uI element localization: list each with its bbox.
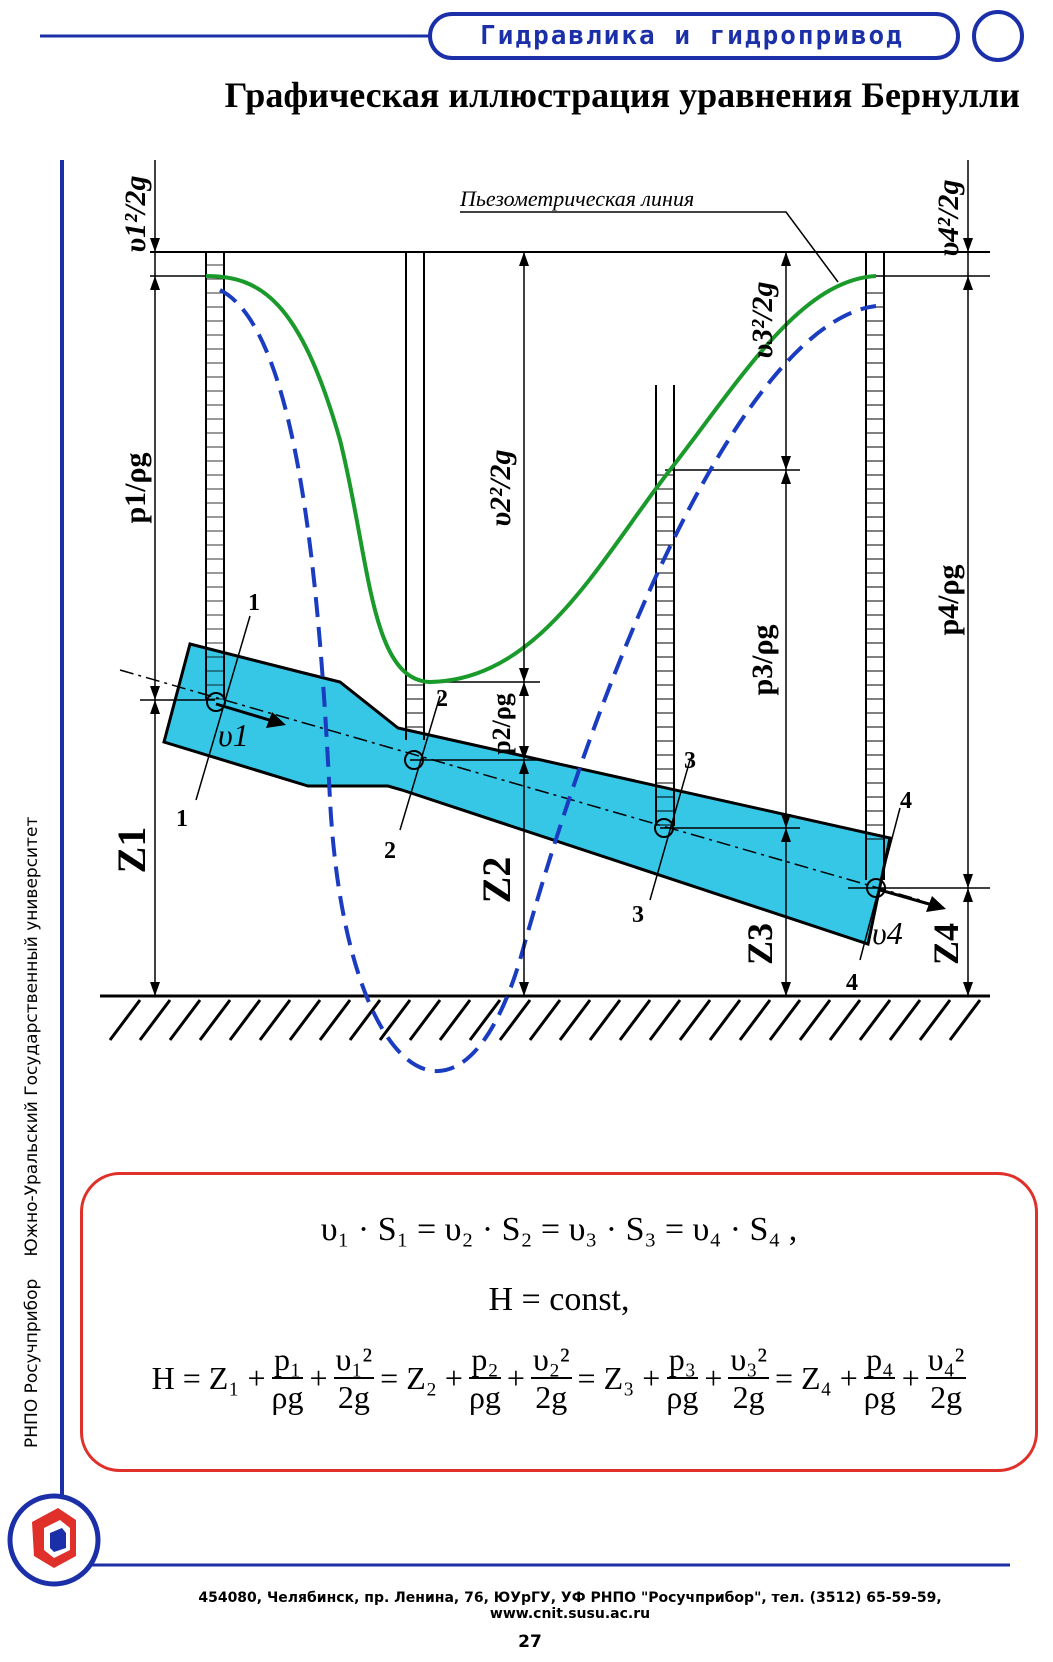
frac-v4: υ₄² 2g	[925, 1341, 967, 1415]
piezometric-line-label: Пьезометрическая линия	[459, 186, 694, 211]
section-point-3	[654, 818, 674, 838]
section-cut-1	[195, 615, 251, 801]
bern-eq2: = Z₂ +	[380, 1359, 463, 1396]
dashed-curve	[219, 288, 877, 1074]
page-number: 27	[518, 1632, 542, 1652]
piezometer-tube-1	[205, 252, 225, 702]
velocity-head-2: υ2²/2g	[484, 449, 517, 526]
section-cut-3	[649, 759, 691, 901]
height-label-1: Z1	[109, 827, 154, 874]
pipe-axis	[119, 669, 921, 901]
frac-v3: υ₃² 2g	[728, 1341, 769, 1415]
pressure-head-3: p3/ρg	[746, 624, 779, 695]
pressure-head-4: p4/ρg	[932, 564, 965, 635]
section-label-1-bottom: 1	[176, 806, 188, 832]
height-label-3: Z3	[740, 923, 780, 965]
header-circle	[972, 10, 1024, 62]
height-label-4: Z4	[926, 923, 966, 965]
piezometer-tube-2	[405, 252, 425, 740]
dimension-arrows	[150, 238, 973, 996]
equations-box: υ₁ · S₁ = υ₂ · S₂ = υ₃ · S₃ = υ₄ · S₄ , …	[80, 1172, 1038, 1472]
header-pill	[428, 12, 960, 60]
section-cut-4	[859, 807, 901, 961]
pressure-head-2: p2/ρg	[487, 693, 516, 755]
velocity-arrow-4	[879, 888, 946, 912]
frac-v2: υ₂² 2g	[530, 1341, 572, 1415]
velocity-head-1: υ1²/2g	[119, 175, 152, 252]
page-title: Графическая иллюстрация уравнения Бернул…	[224, 75, 1020, 115]
frac-p1: p₁ ρg	[271, 1341, 304, 1415]
height-label-2: Z2	[474, 857, 519, 904]
piezometric-line	[205, 274, 877, 685]
pressure-head-1: p1/ρg	[119, 452, 152, 523]
rospribor-logo	[7, 1493, 101, 1587]
section-label-1-top: 1	[248, 590, 260, 616]
label-leader	[460, 211, 839, 283]
section-label-3-top: 3	[684, 748, 696, 774]
piezometer-tube-4	[865, 252, 885, 880]
section-point-2	[404, 750, 424, 770]
velocity-label-4: υ4	[872, 915, 903, 951]
ground	[100, 994, 990, 1041]
velocity-head-4: υ4²/2g	[932, 179, 965, 256]
footer-address: 454080, Челябинск, пр. Ленина, 76, ЮУрГУ…	[198, 1590, 942, 1622]
bern-eq4: = Z₄ +	[774, 1359, 858, 1396]
piezometer-tube-3	[655, 385, 675, 830]
frac-p4: p₄ ρg	[863, 1341, 896, 1415]
bern-lhs: H = Z₁ +	[151, 1359, 266, 1396]
frac-v1: υ₁² 2g	[333, 1341, 375, 1415]
frac-p2: p₂ ρg	[468, 1341, 501, 1415]
section-cut-2	[399, 695, 441, 831]
section-label-4-bottom: 4	[846, 970, 858, 996]
velocity-label-1: υ1	[218, 717, 249, 753]
section-title: Гидравлика и гидропривод	[480, 21, 904, 51]
velocity-arrow-1	[215, 702, 286, 728]
bernoulli-equation: H = Z₁ + p₁ ρg + υ₁² 2g = Z₂ + p₂ ρg + υ₂² 2…	[151, 1341, 967, 1415]
section-label-2-top: 2	[436, 686, 448, 712]
pipe-body	[162, 642, 892, 946]
const-equation: H = const,	[488, 1281, 630, 1318]
frac-p3: p₃ ρg	[666, 1341, 699, 1415]
section-label-3-bottom: 3	[632, 902, 644, 928]
bern-eq3: = Z₃ +	[577, 1359, 661, 1396]
dimension-lines	[154, 160, 969, 996]
continuity-equation: υ₁ · S₁ = υ₂ · S₂ = υ₃ · S₃ = υ₄ · S₄ ,	[320, 1211, 798, 1248]
section-label-2-bottom: 2	[384, 838, 396, 864]
velocity-head-3: υ3²/2g	[746, 281, 779, 358]
section-label-4-top: 4	[900, 788, 912, 814]
